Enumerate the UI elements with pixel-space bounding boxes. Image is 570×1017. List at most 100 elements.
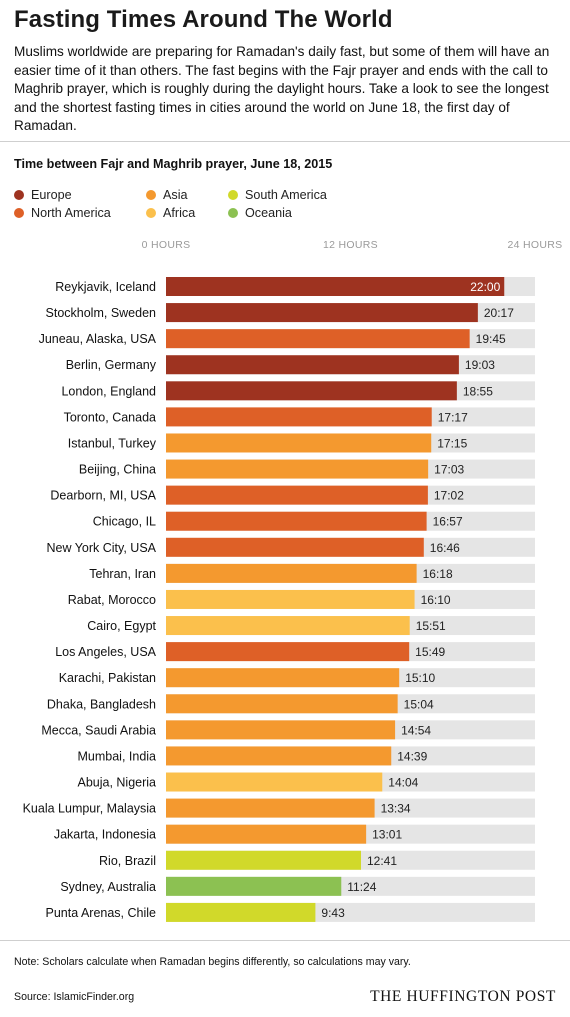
bar	[166, 798, 375, 818]
value-label: 16:18	[423, 567, 453, 581]
category-label: Abuja, Nigeria	[77, 776, 156, 790]
legend-label: Oceania	[245, 206, 292, 220]
category-label: Sydney, Australia	[60, 880, 156, 894]
category-label: Istanbul, Turkey	[68, 436, 157, 450]
bar	[166, 589, 415, 609]
bar-chart: 0 HOURS 12 HOURS 24 HOURS Reykjavik, Icelan…	[23, 239, 563, 922]
value-label: 11:24	[347, 880, 376, 894]
intro-text: Muslims worldwide are preparing for Rama…	[14, 44, 550, 134]
legend-item-south-america: South America	[228, 187, 327, 203]
bar	[166, 459, 429, 479]
legend-label: Africa	[163, 206, 196, 220]
value-label: 16:46	[430, 541, 460, 555]
value-label: 20:17	[484, 306, 514, 320]
divider-bottom	[0, 940, 570, 941]
bar	[166, 850, 362, 870]
legend-item-asia: Asia	[146, 187, 188, 203]
category-label: Karachi, Pakistan	[59, 671, 156, 685]
legend-item-europe: Europe	[14, 187, 72, 203]
bar	[166, 824, 367, 844]
value-label: 9:43	[321, 906, 345, 920]
x-tick-label: 0 HOURS	[142, 239, 191, 251]
value-label: 17:15	[437, 436, 467, 450]
category-label: Punta Arenas, Chile	[46, 906, 157, 920]
value-label: 17:02	[434, 489, 464, 503]
value-label: 19:45	[476, 332, 506, 346]
bar	[166, 277, 505, 296]
divider-top	[0, 141, 570, 142]
bar	[166, 511, 427, 531]
value-label: 12:41	[367, 854, 397, 868]
category-label: Toronto, Canada	[64, 410, 156, 424]
value-label: 14:54	[401, 723, 431, 737]
legend-swatch	[14, 208, 24, 218]
value-label: 15:51	[416, 619, 446, 633]
legend-label: Europe	[31, 188, 72, 202]
category-label: London, England	[61, 384, 156, 398]
bar	[166, 746, 392, 766]
bar	[166, 329, 470, 349]
bar	[166, 668, 400, 688]
bar	[166, 537, 424, 557]
bar	[166, 876, 342, 896]
legend-item-north-america: North America	[14, 205, 111, 221]
category-label: Jakarta, Indonesia	[54, 828, 156, 842]
bar	[166, 433, 432, 453]
bar	[166, 303, 478, 323]
bar	[166, 616, 410, 636]
value-label: 14:39	[397, 749, 427, 763]
category-label: Beijing, China	[79, 463, 156, 477]
value-label: 17:17	[438, 410, 468, 424]
publisher-logo: THE HUFFINGTON POST	[370, 988, 556, 1005]
category-label: Dearborn, MI, USA	[50, 489, 156, 503]
category-label: Cairo, Egypt	[87, 619, 156, 633]
page-title: Fasting Times Around The World	[14, 6, 393, 33]
x-tick-label: 24 HOURS	[508, 239, 563, 251]
legend-swatch	[146, 190, 156, 200]
category-label: Rio, Brazil	[99, 854, 156, 868]
value-label: 16:10	[421, 593, 451, 607]
category-label: Tehran, Iran	[89, 567, 156, 581]
chart-subtitle: Time between Fajr and Maghrib prayer, Ju…	[14, 157, 333, 171]
value-label: 19:03	[465, 358, 495, 372]
bar	[166, 902, 316, 922]
category-label: Juneau, Alaska, USA	[39, 332, 157, 346]
bar	[166, 694, 398, 714]
bar	[166, 563, 417, 583]
category-label: Rabat, Morocco	[68, 593, 156, 607]
legend-item-oceania: Oceania	[228, 205, 292, 221]
value-label: 22:00	[470, 280, 500, 294]
bar	[166, 407, 432, 427]
footnote: Note: Scholars calculate when Ramadan be…	[14, 956, 411, 968]
value-label: 15:04	[404, 697, 434, 711]
value-label: 18:55	[463, 384, 493, 398]
source-line: Source: IslamicFinder.org	[14, 991, 135, 1003]
legend-label: Asia	[163, 188, 188, 202]
value-label: 15:49	[415, 645, 445, 659]
category-label: Berlin, Germany	[66, 358, 157, 372]
bar	[166, 355, 459, 375]
x-tick-label: 12 HOURS	[323, 239, 378, 251]
bar	[166, 772, 383, 792]
bar	[166, 485, 428, 505]
category-label: Dhaka, Bangladesh	[47, 697, 156, 711]
legend-label: South America	[245, 188, 327, 202]
value-label: 14:04	[388, 776, 418, 790]
legend-swatch	[14, 190, 24, 200]
category-label: Mumbai, India	[77, 749, 156, 763]
bar	[166, 720, 396, 740]
category-label: New York City, USA	[46, 541, 156, 555]
bar	[166, 381, 457, 401]
value-label: 13:34	[381, 802, 411, 816]
legend-label: North America	[31, 206, 111, 220]
value-label: 15:10	[405, 671, 435, 685]
legend-swatch	[146, 208, 156, 218]
legend-swatch	[228, 190, 238, 200]
category-label: Reykjavik, Iceland	[55, 280, 156, 294]
value-label: 13:01	[372, 828, 402, 842]
value-label: 16:57	[433, 515, 463, 529]
category-label: Chicago, IL	[93, 515, 156, 529]
bar	[166, 642, 410, 662]
category-label: Kuala Lumpur, Malaysia	[23, 802, 156, 816]
value-label: 17:03	[434, 463, 464, 477]
